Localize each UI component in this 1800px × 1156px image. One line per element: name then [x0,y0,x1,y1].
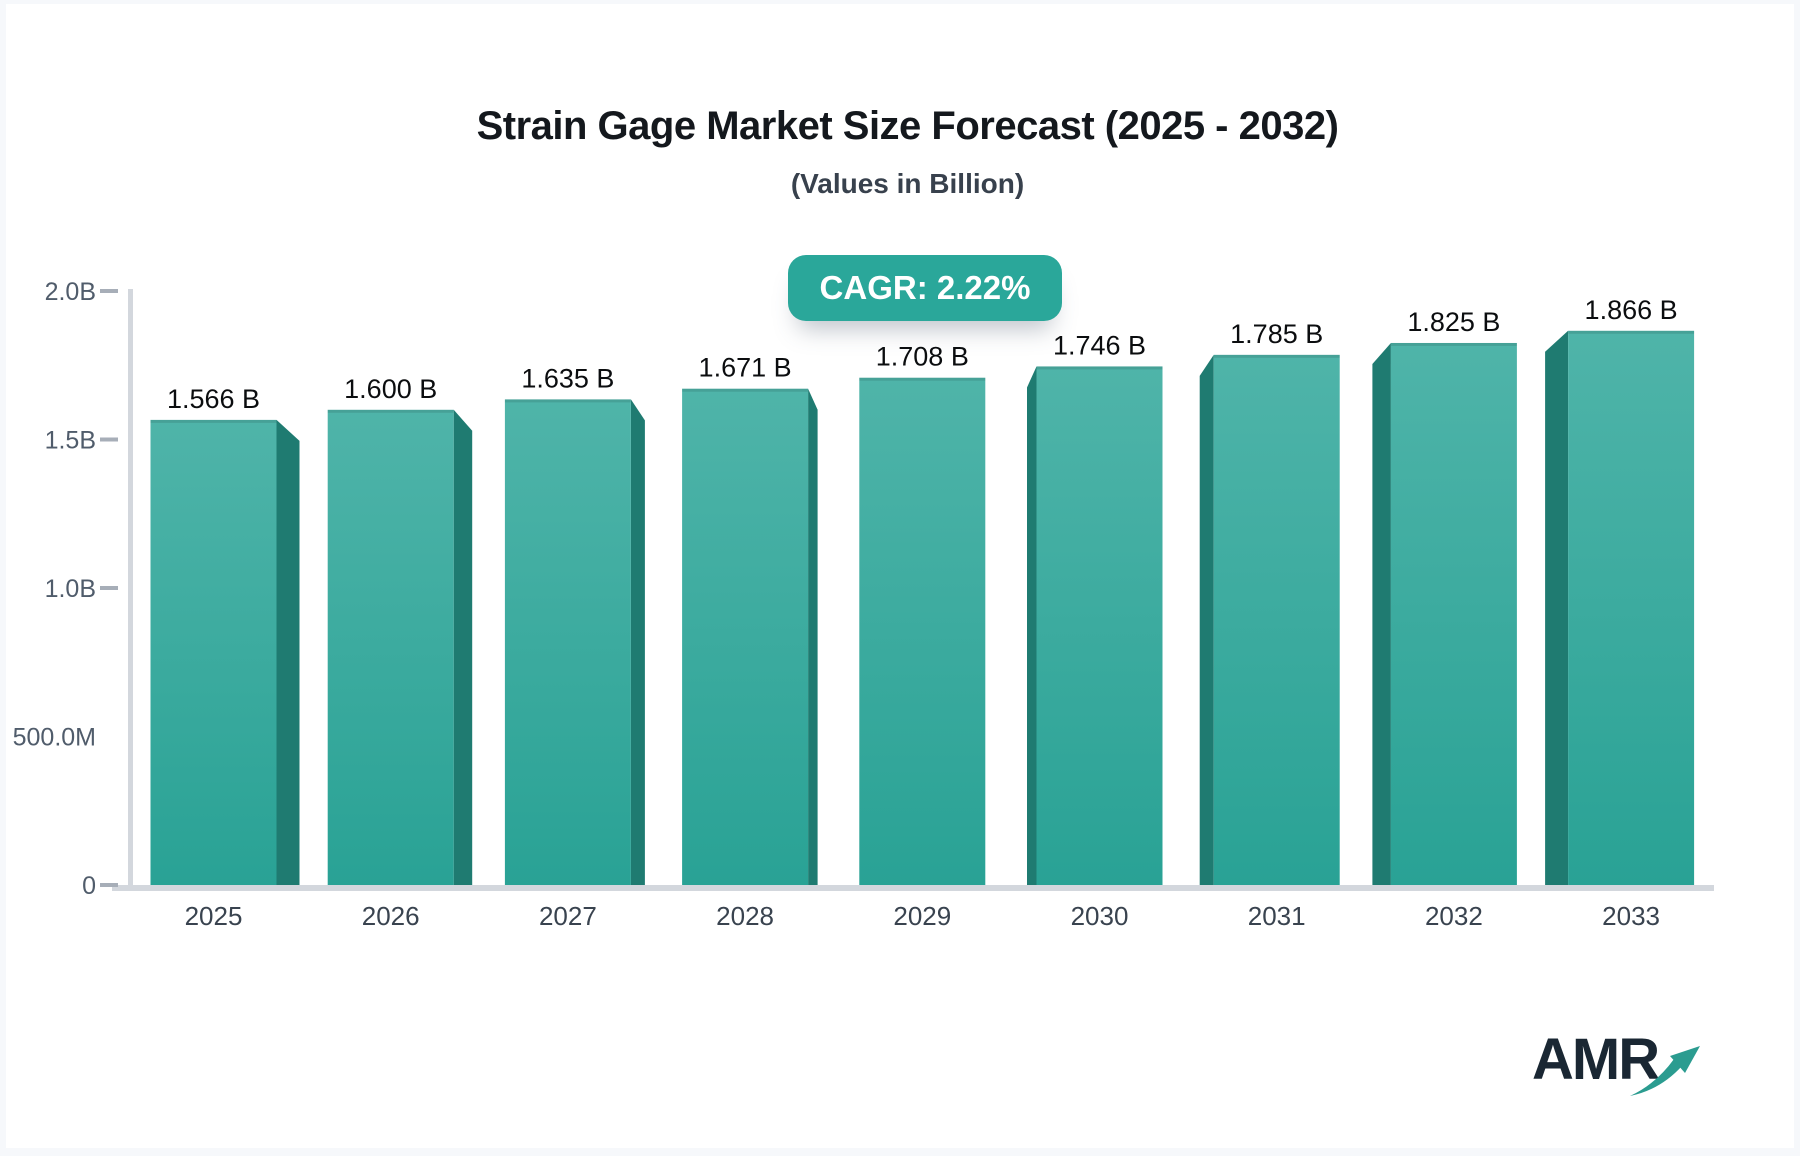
bar-value-label: 1.785 B [1230,319,1323,349]
x-axis-label: 2029 [893,901,951,931]
bar-2025 [150,419,300,885]
cagr-badge-label: CAGR: 2.22% [819,269,1031,306]
bar-2026 [327,409,473,885]
growth-arrow-icon [1630,1046,1700,1096]
bar-side-face [1372,342,1391,886]
bar-2032 [1372,342,1517,886]
y-axis-label: 500.0M [13,724,96,752]
y-axis-line [128,289,133,891]
bar-top-edge [504,399,631,403]
bar-side-face [1027,366,1037,885]
x-axis-label: 2033 [1602,901,1660,931]
bar-2027 [504,399,645,885]
y-axis-label: 1.5B [45,427,96,455]
x-axis-label: 2031 [1248,901,1306,931]
bar-front-face [327,409,454,885]
bar-front-face [1568,330,1695,886]
growth-arrow-shaft [1630,1059,1682,1096]
bar-front-face [1390,342,1517,886]
y-axis-tick [100,586,118,590]
bar-side-face [630,399,645,885]
bar-top-edge [1390,342,1517,346]
bar-top-edge [859,377,986,381]
bar-2029 [859,377,986,885]
bar-value-label: 1.708 B [876,342,969,372]
x-axis-label: 2025 [185,901,243,931]
bar-top-edge [682,388,809,392]
bar-top-edge [1036,366,1163,370]
bar-value-label: 1.566 B [167,384,260,414]
chart-title: Strain Gage Market Size Forecast (2025 -… [476,104,1339,148]
y-axis-label: 2.0B [45,278,96,306]
bar-value-label: 1.866 B [1585,295,1678,325]
bar-top-edge [1213,354,1340,358]
bar-side-face [453,409,473,885]
cagr-badge: CAGR: 2.22% [788,255,1062,321]
bar-side-face [1199,354,1214,886]
x-axis-label: 2030 [1071,901,1129,931]
bar-value-label: 1.825 B [1407,307,1500,337]
bar-2033 [1545,330,1695,886]
y-axis-tick [100,437,118,442]
growth-arrow-head [1670,1046,1700,1073]
x-axis-label: 2027 [539,901,597,931]
bar-2030 [1027,366,1163,885]
bar-front-face [1036,366,1163,885]
bar-front-face [1213,354,1340,886]
bar-side-face [1545,330,1569,886]
x-axis-label: 2028 [716,901,774,931]
y-axis-tick [100,883,118,887]
bar-2028 [682,388,818,885]
bar-front-face [682,388,809,885]
bar-side-face [276,419,300,885]
x-axis-label: 2026 [362,901,420,931]
bar-value-label: 1.671 B [699,353,792,383]
bar-front-face [150,419,277,885]
chart-subtitle: (Values in Billion) [790,168,1025,199]
y-axis-label: 0 [82,872,96,900]
bar-value-label: 1.746 B [1053,330,1146,360]
bar-value-label: 1.635 B [521,363,614,393]
x-axis-line [112,885,1714,891]
bar-top-edge [327,409,454,413]
bar-side-face [808,388,818,885]
y-axis-tick [100,289,118,293]
y-axis-label: 1.0B [45,575,96,603]
bar-value-label: 1.600 B [344,374,437,404]
bar-2031 [1199,354,1340,886]
bar-front-face [859,377,986,885]
amr-logo-text: AMR [1532,1027,1660,1092]
x-axis-label: 2032 [1425,901,1483,931]
bar-top-edge [1568,330,1695,334]
bar-top-edge [150,419,277,423]
amr-logo: AMR [1532,1030,1742,1114]
bar-front-face [504,399,631,885]
